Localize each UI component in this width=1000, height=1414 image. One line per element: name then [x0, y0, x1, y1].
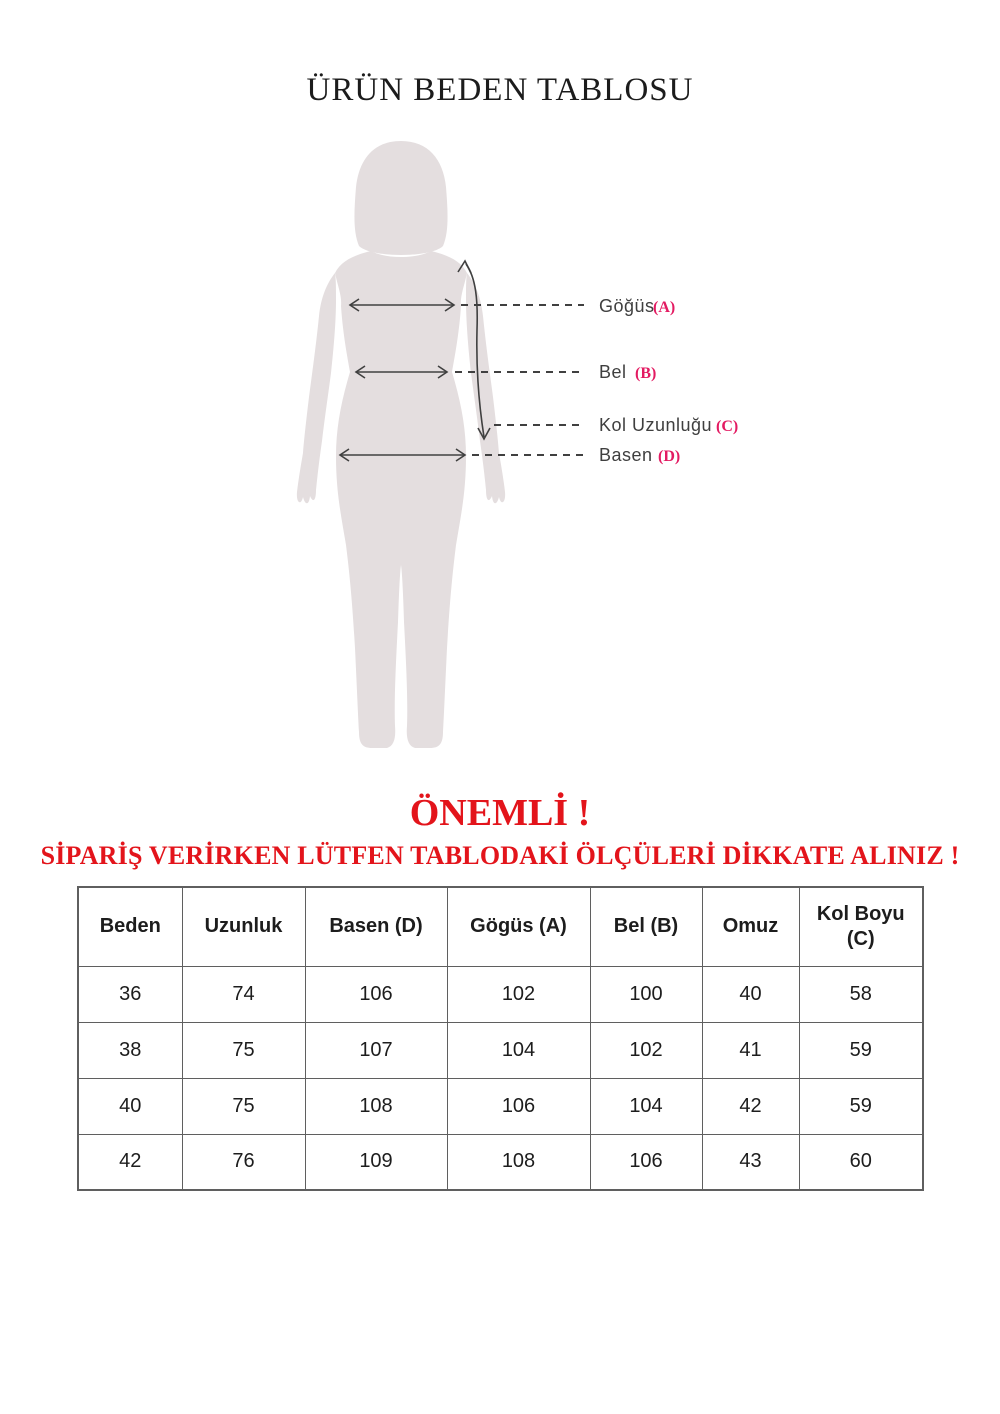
size-cell: 43	[701, 1133, 800, 1191]
size-cell: 42	[77, 1133, 183, 1191]
size-cell: 58	[798, 965, 924, 1023]
warning-subtitle: SİPARİŞ VERİRKEN LÜTFEN TABLODAKİ ÖLÇÜLE…	[40, 841, 960, 870]
header-uzunluk: Uzunluk	[181, 886, 306, 967]
size-cell: 100	[589, 965, 703, 1023]
hip-label: Basen	[599, 445, 653, 465]
silhouette-torso-legs	[335, 251, 467, 748]
silhouette-hair	[354, 141, 448, 255]
size-cell: 108	[304, 1077, 448, 1135]
size-cell: 104	[589, 1077, 703, 1135]
arm-length-arrow	[457, 259, 491, 441]
leader-lines	[455, 304, 584, 456]
chest-code: (A)	[653, 299, 675, 316]
size-cell: 107	[304, 1021, 448, 1079]
size-cell: 36	[77, 965, 183, 1023]
header-kol-boyu: Kol Boyu (C)	[798, 886, 924, 967]
chest-width-arrow	[348, 298, 456, 312]
size-table-body: 36 74 106 102 100 40 58 38 75 107 104 102 41 59 40 75 10…	[77, 965, 924, 1191]
size-table-header: Beden Uzunluk Basen (D) Gögüs (A) Bel (B…	[77, 886, 924, 967]
size-cell: 106	[446, 1077, 591, 1135]
size-cell: 76	[181, 1133, 306, 1191]
measurement-labels: Göğüs (A) Bel (B) Kol Uzunluğu (C) Basen…	[599, 296, 738, 465]
size-cell: 38	[77, 1021, 183, 1079]
silhouette-right-arm	[466, 273, 506, 504]
size-cell: 74	[181, 965, 306, 1023]
header-omuz: Omuz	[701, 886, 800, 967]
header-basen: Basen (D)	[304, 886, 448, 967]
chest-label: Göğüs	[599, 296, 655, 316]
size-cell: 40	[77, 1077, 183, 1135]
table-row: 38 75 107 104 102 41 59	[77, 1021, 924, 1079]
header-row: Beden Uzunluk Basen (D) Gögüs (A) Bel (B…	[77, 886, 924, 967]
size-cell: 102	[446, 965, 591, 1023]
waist-code: (B)	[635, 365, 656, 382]
size-cell: 109	[304, 1133, 448, 1191]
size-cell: 59	[798, 1077, 924, 1135]
header-beden: Beden	[77, 886, 183, 967]
hip-code: (D)	[658, 448, 680, 465]
arm-length-code: (C)	[716, 418, 738, 435]
size-cell: 104	[446, 1021, 591, 1079]
warning-title: ÖNEMLİ !	[409, 792, 591, 834]
size-cell: 75	[181, 1021, 306, 1079]
page-title: ÜRÜN BEDEN TABLOSU	[306, 72, 694, 108]
size-table: Beden Uzunluk Basen (D) Gögüs (A) Bel (B…	[77, 886, 924, 1191]
size-cell: 60	[798, 1133, 924, 1191]
measurement-arrows	[338, 259, 491, 462]
waist-width-arrow	[354, 365, 449, 379]
silhouette-left-arm	[296, 273, 336, 504]
table-row: 40 75 108 106 104 42 59	[77, 1077, 924, 1135]
size-cell: 106	[589, 1133, 703, 1191]
table-row: 36 74 106 102 100 40 58	[77, 965, 924, 1023]
size-cell: 41	[701, 1021, 800, 1079]
size-cell: 42	[701, 1077, 800, 1135]
female-silhouette	[296, 141, 506, 748]
table-row: 42 76 109 108 106 43 60	[77, 1133, 924, 1191]
arm-length-label: Kol Uzunluğu	[599, 415, 712, 435]
size-cell: 106	[304, 965, 448, 1023]
size-cell: 40	[701, 965, 800, 1023]
header-gogus: Gögüs (A)	[446, 886, 591, 967]
hip-width-arrow	[338, 448, 467, 462]
waist-label: Bel	[599, 362, 627, 382]
size-cell: 102	[589, 1021, 703, 1079]
size-cell: 59	[798, 1021, 924, 1079]
size-cell: 75	[181, 1077, 306, 1135]
body-measurement-diagram: Göğüs (A) Bel (B) Kol Uzunluğu (C) Basen…	[296, 141, 738, 748]
header-bel: Bel (B)	[589, 886, 703, 967]
size-cell: 108	[446, 1133, 591, 1191]
